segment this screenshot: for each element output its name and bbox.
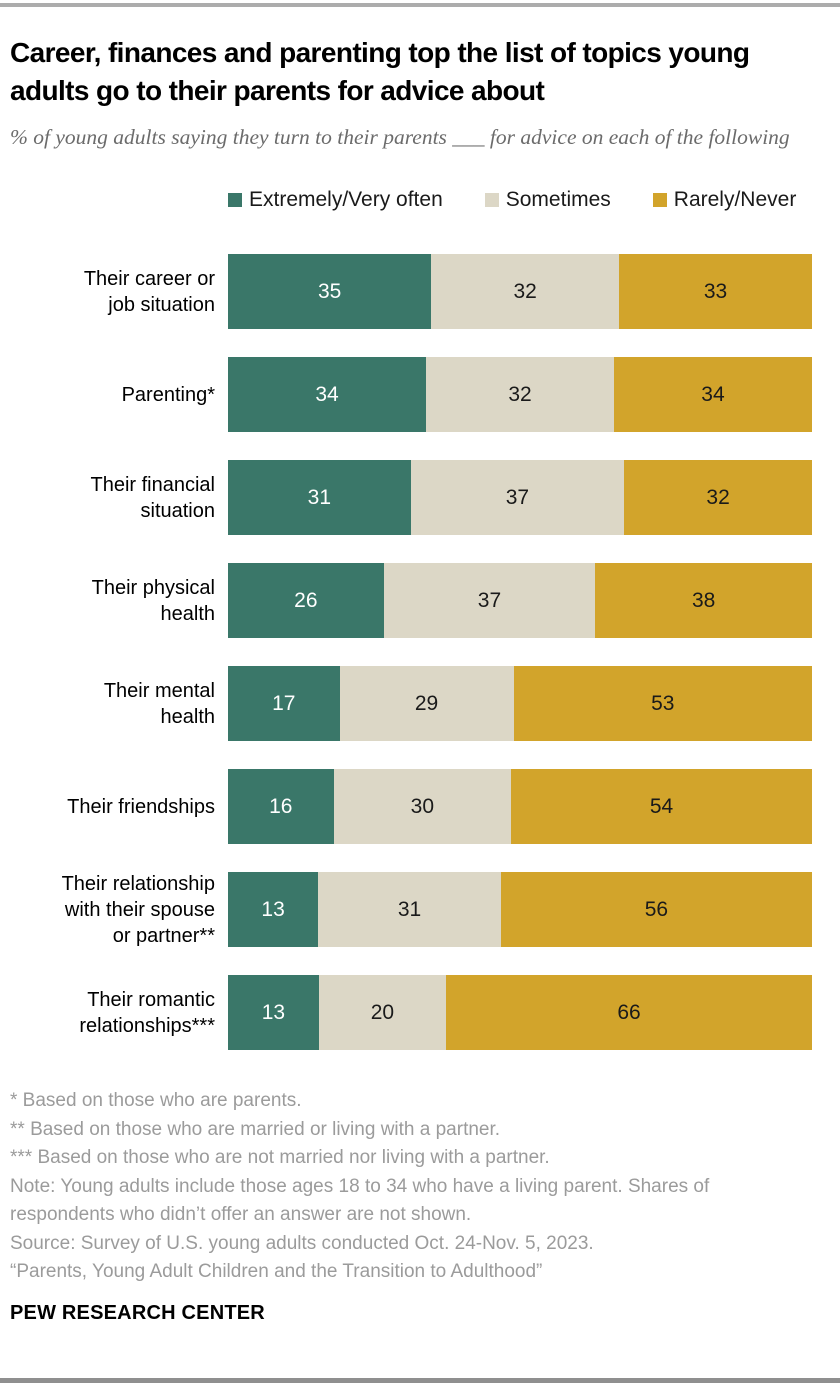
chart-row: Their friendships 16 30 54 [0,755,840,858]
bar-segment-extremely-very-often: 35 [228,254,432,329]
legend-swatch-icon [228,193,242,207]
bar-segment-sometimes: 37 [410,460,625,535]
bar-stack: 13 31 56 [228,872,812,947]
legend-item-extremely-very-often: Extremely/Very often [228,188,443,212]
top-rule [0,3,840,7]
bar-stack: 34 32 34 [228,357,812,432]
chart-title: Career, finances and parenting top the l… [10,37,750,106]
footnote-line: ** Based on those who are married or liv… [10,1118,501,1140]
chart-row: Their mental health 17 29 53 [0,652,840,755]
bar-segment-rarely-never: 56 [500,872,812,947]
bar-stack: 16 30 54 [228,769,812,844]
legend: Extremely/Very often Sometimes Rarely/Neve… [228,188,840,212]
chart-row: Their relationship with their spouse or … [0,858,840,961]
bar-segment-extremely-very-often: 16 [228,769,334,844]
row-label: Their mental health [103,679,215,728]
legend-item-sometimes: Sometimes [484,188,611,212]
bar-segment-rarely-never: 54 [511,769,812,844]
chart-row: Their financial situation 31 37 32 [0,446,840,549]
footnote-line: “Parents, Young Adult Children and the T… [10,1261,543,1282]
bottom-rule [0,1378,840,1383]
chart-row: Their physical health 26 37 38 [0,549,840,652]
row-label: Their career or job situation [83,267,215,316]
branding: PEW RESEARCH CENTER [10,1301,265,1324]
chart-row: Their romantic relationships*** 13 20 66 [0,961,840,1064]
bar-segment-extremely-very-often: 13 [228,872,319,947]
row-label: Their financial situation [90,473,215,522]
bar-segment-rarely-never: 53 [513,666,812,741]
legend-label: Extremely/Very often [249,188,443,211]
footnote-line: Note: Young adults include those ages 18… [10,1175,710,1226]
bar-segment-sometimes: 29 [339,666,514,741]
bar-stack: 26 37 38 [228,563,812,638]
bar-segment-rarely-never: 34 [613,357,812,432]
bar-stack: 31 37 32 [228,460,812,535]
legend-item-rarely-never: Rarely/Never [652,188,797,212]
bar-stack: 17 29 53 [228,666,812,741]
row-label: Their physical health [91,576,215,625]
bar-segment-sometimes: 20 [318,975,447,1050]
bar-segment-rarely-never: 66 [446,975,812,1050]
bar-segment-sometimes: 37 [383,563,596,638]
footnote-line: *** Based on those who are not married n… [10,1147,550,1168]
legend-label: Rarely/Never [673,188,797,211]
bar-segment-extremely-very-often: 34 [228,357,427,432]
row-label: Their relationship with their spouse or … [61,872,215,947]
chart: Their career or job situation 35 32 33 Paren… [0,240,840,1064]
bar-segment-extremely-very-often: 31 [228,460,411,535]
bar-segment-extremely-very-often: 13 [228,975,319,1050]
footnotes: * Based on those who are parents. ** Base… [10,1087,752,1287]
bar-stack: 13 20 66 [228,975,812,1050]
row-label: Their friendships [67,795,215,818]
bar-segment-rarely-never: 33 [619,254,812,329]
legend-label: Sometimes [505,188,611,211]
bar-segment-sometimes: 31 [318,872,501,947]
footnote-line: Source: Survey of U.S. young adults cond… [10,1232,594,1254]
bar-stack: 35 32 33 [228,254,812,329]
chart-row: Parenting* 34 32 34 [0,343,840,446]
bar-segment-extremely-very-often: 17 [228,666,340,741]
bar-segment-sometimes: 30 [333,769,512,844]
bar-segment-extremely-very-often: 26 [228,563,384,638]
row-label: Their romantic relationships*** [79,988,215,1037]
bar-segment-sometimes: 32 [426,357,614,432]
footnote-line: * Based on those who are parents. [10,1090,302,1111]
bar-segment-rarely-never: 38 [595,563,812,638]
row-label: Parenting* [121,383,215,406]
legend-swatch-icon [652,193,667,207]
bar-segment-rarely-never: 32 [624,460,812,535]
chart-subtitle: % of young adults saying they turn to th… [10,125,790,149]
chart-row: Their career or job situation 35 32 33 [0,240,840,343]
bar-segment-sometimes: 32 [431,254,620,329]
legend-swatch-icon [484,193,499,207]
